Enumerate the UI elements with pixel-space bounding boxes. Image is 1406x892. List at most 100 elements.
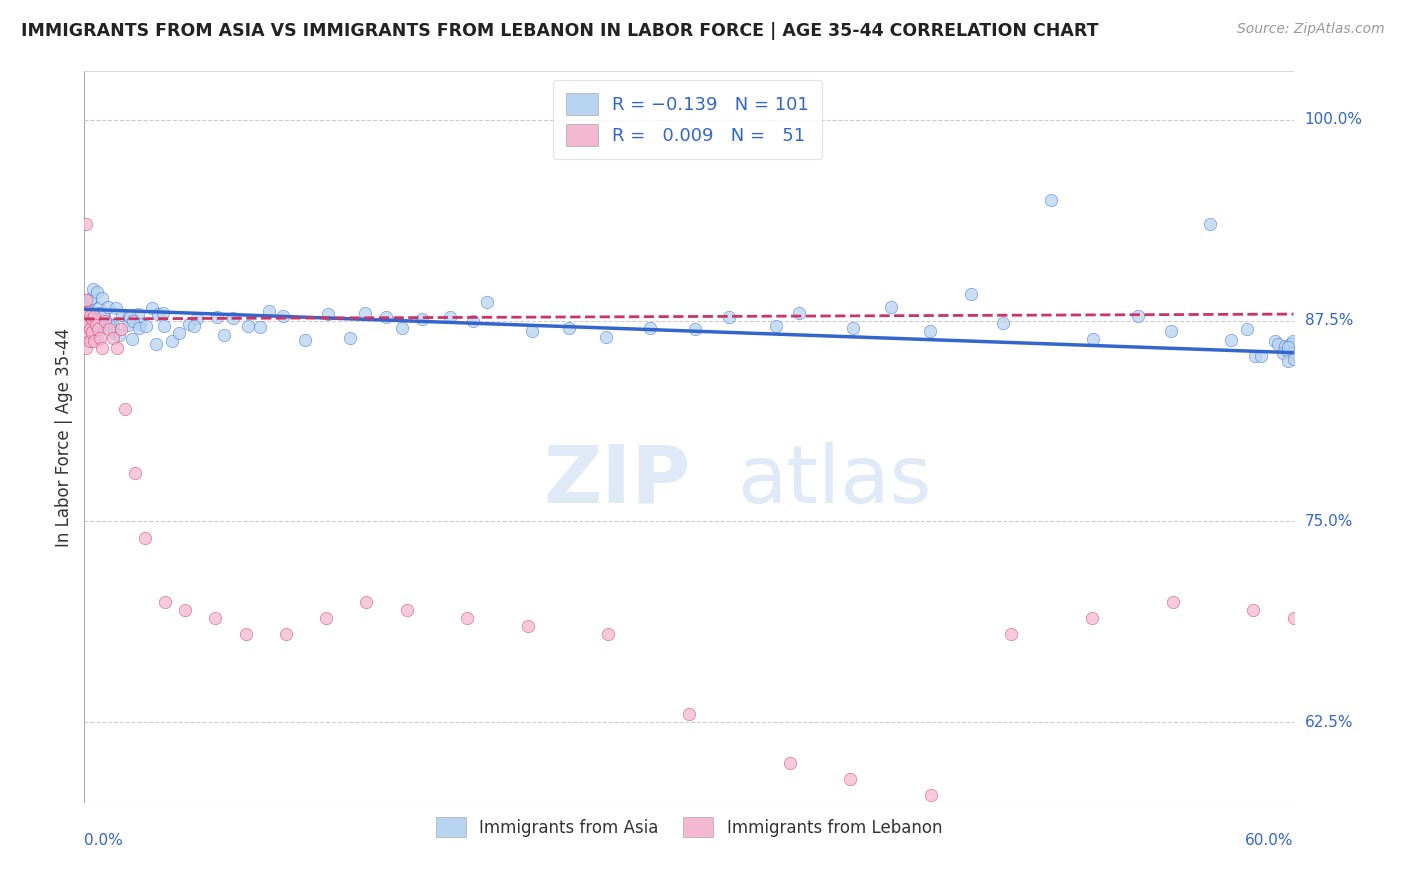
Point — [75, 217, 97, 231]
Point — [122, 314, 145, 328]
Point — [84, 322, 107, 336]
Point — [128, 320, 150, 334]
Point — [595, 330, 617, 344]
Point — [86, 315, 108, 329]
Point — [101, 318, 124, 333]
Point — [90, 291, 112, 305]
Point — [145, 337, 167, 351]
Point — [638, 321, 661, 335]
Point — [236, 318, 259, 333]
Text: atlas: atlas — [737, 442, 932, 520]
Y-axis label: In Labor Force | Age 35-44: In Labor Force | Age 35-44 — [55, 327, 73, 547]
Point — [79, 318, 101, 332]
Point — [1039, 193, 1062, 207]
Point — [1277, 344, 1299, 359]
Point — [1282, 351, 1305, 366]
Point — [89, 331, 111, 345]
Point — [105, 341, 128, 355]
Point — [235, 627, 257, 641]
Point — [94, 316, 117, 330]
Point — [86, 320, 108, 334]
Point — [1236, 322, 1258, 336]
Point — [91, 308, 114, 322]
Point — [1267, 337, 1289, 351]
Legend: Immigrants from Asia, Immigrants from Lebanon: Immigrants from Asia, Immigrants from Le… — [427, 809, 950, 846]
Text: 62.5%: 62.5% — [1305, 714, 1353, 730]
Point — [111, 308, 134, 322]
Point — [1220, 333, 1243, 347]
Point — [294, 333, 316, 347]
Point — [83, 313, 105, 327]
Point — [1277, 354, 1299, 368]
Point — [212, 328, 235, 343]
Point — [1198, 217, 1220, 231]
Point — [152, 306, 174, 320]
Point — [75, 329, 97, 343]
Point — [148, 307, 170, 321]
Point — [174, 603, 197, 617]
Point — [118, 310, 141, 324]
Point — [520, 324, 543, 338]
Point — [82, 312, 104, 326]
Point — [1241, 603, 1264, 617]
Point — [1282, 611, 1305, 625]
Point — [779, 756, 801, 770]
Point — [110, 321, 132, 335]
Point — [82, 282, 104, 296]
Point — [1278, 337, 1301, 351]
Point — [475, 295, 498, 310]
Point — [842, 321, 865, 335]
Point — [1083, 332, 1105, 346]
Point — [77, 325, 100, 339]
Text: ZIP: ZIP — [544, 442, 692, 520]
Point — [75, 341, 97, 355]
Point — [152, 319, 174, 334]
Point — [353, 306, 375, 320]
Point — [456, 611, 478, 625]
Point — [135, 319, 157, 334]
Point — [880, 300, 903, 314]
Point — [315, 611, 337, 625]
Point — [516, 619, 538, 633]
Point — [918, 324, 941, 338]
Point — [83, 334, 105, 349]
Point — [316, 307, 339, 321]
Point — [87, 301, 110, 315]
Point — [249, 320, 271, 334]
Text: Source: ZipAtlas.com: Source: ZipAtlas.com — [1237, 22, 1385, 37]
Point — [86, 285, 108, 299]
Point — [83, 309, 105, 323]
Point — [274, 627, 297, 641]
Point — [97, 301, 120, 315]
Point — [993, 316, 1015, 330]
Point — [77, 315, 100, 329]
Point — [75, 309, 97, 323]
Text: 87.5%: 87.5% — [1305, 313, 1353, 328]
Point — [80, 310, 103, 325]
Point — [391, 321, 413, 335]
Point — [167, 326, 190, 341]
Point — [1282, 345, 1305, 359]
Point — [101, 331, 124, 345]
Text: 0.0%: 0.0% — [84, 833, 124, 848]
Point — [86, 332, 108, 346]
Point — [186, 310, 208, 325]
Point — [271, 309, 294, 323]
Point — [117, 309, 139, 323]
Point — [1274, 339, 1296, 353]
Point — [91, 341, 114, 355]
Point — [86, 318, 108, 333]
Text: 75.0%: 75.0% — [1305, 514, 1353, 529]
Point — [1362, 313, 1385, 327]
Point — [678, 707, 700, 722]
Point — [598, 627, 620, 641]
Point — [82, 325, 104, 339]
Point — [183, 319, 205, 334]
Point — [84, 311, 107, 326]
Point — [205, 310, 228, 325]
Point — [82, 310, 104, 324]
Point — [75, 293, 97, 307]
Point — [1161, 595, 1184, 609]
Point — [124, 467, 146, 481]
Point — [134, 531, 156, 545]
